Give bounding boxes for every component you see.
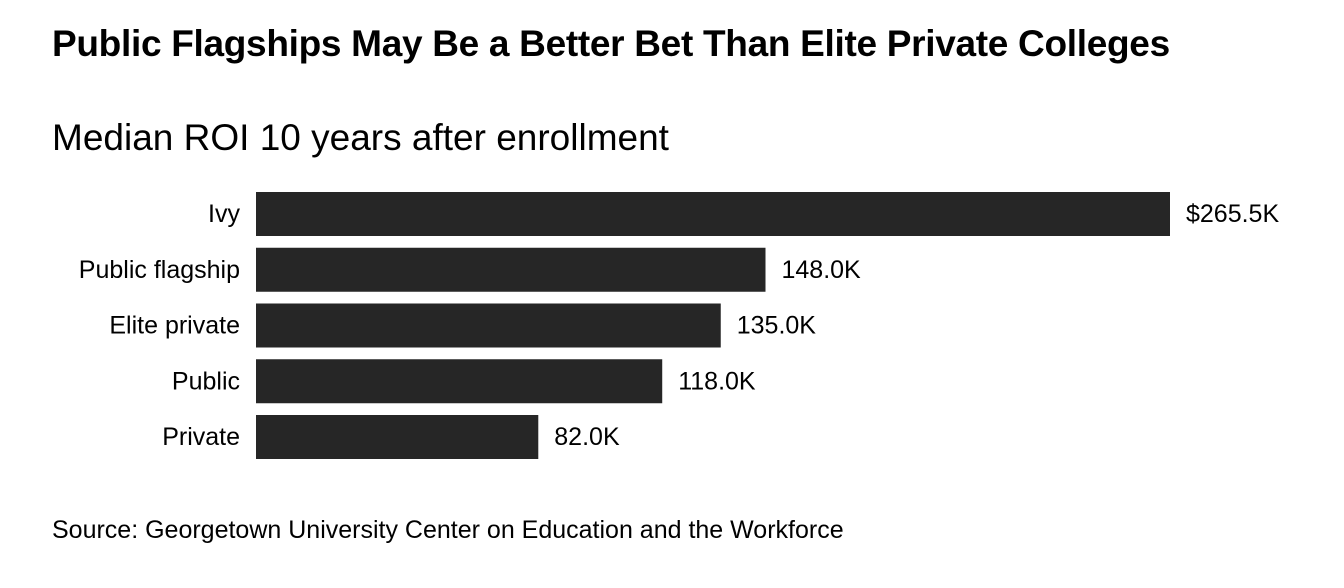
bar-elite-private xyxy=(256,303,721,348)
bar-chart: Ivy $265.5K Public flagship 148.0K Elite pri… xyxy=(79,192,1279,459)
category-label-public-flagship: Public flagship xyxy=(79,256,240,284)
category-label-public: Public xyxy=(172,367,240,395)
bar-private xyxy=(256,415,539,459)
value-label-public-flagship: 148.0K xyxy=(781,256,861,284)
chart-title: Public Flagships May Be a Better Bet Tha… xyxy=(52,23,1170,64)
value-label-private: 82.0K xyxy=(554,423,620,451)
category-label-private: Private xyxy=(162,423,240,451)
source-note: Source: Georgetown University Center on … xyxy=(52,516,844,544)
bar-public-flagship xyxy=(256,247,766,292)
bar-ivy xyxy=(256,192,1170,236)
value-label-elite-private: 135.0K xyxy=(737,312,817,340)
category-label-ivy: Ivy xyxy=(208,200,240,228)
value-label-public: 118.0K xyxy=(678,367,756,395)
bars-group: Ivy $265.5K Public flagship 148.0K Elite pri… xyxy=(79,192,1279,459)
chart-subtitle: Median ROI 10 years after enrollment xyxy=(52,117,669,158)
bar-public xyxy=(256,359,663,404)
category-label-elite-private: Elite private xyxy=(109,312,240,340)
value-label-ivy: $265.5K xyxy=(1186,200,1279,228)
